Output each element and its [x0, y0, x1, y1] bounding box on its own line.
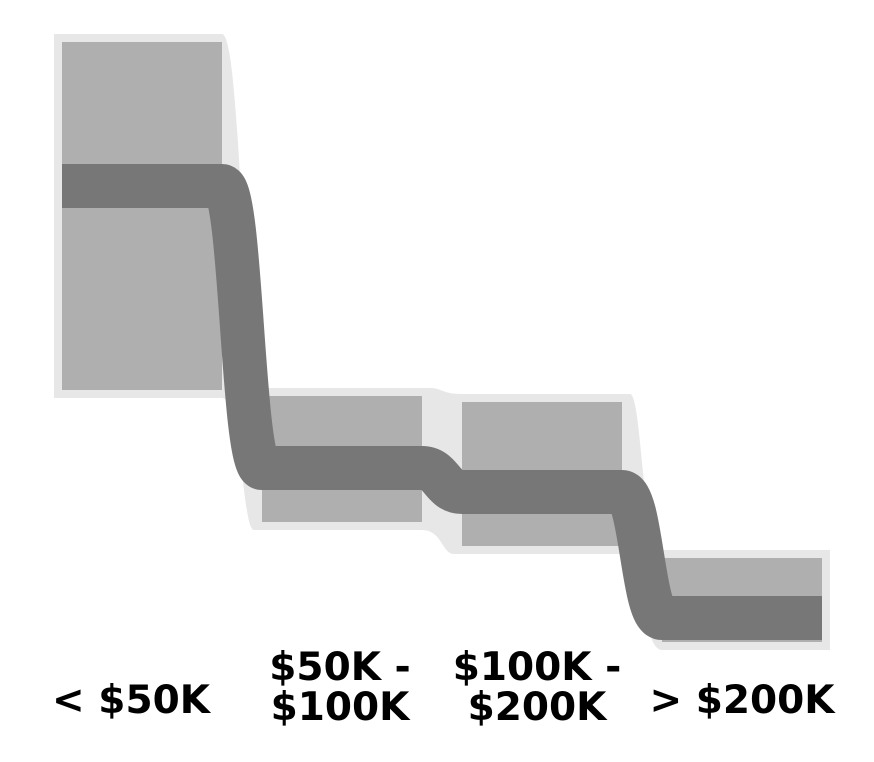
x-tick-label-0: < $50K: [52, 678, 212, 723]
band-0: [62, 42, 222, 390]
x-tick-label-line: > $200K: [649, 678, 836, 723]
x-tick-label-line: $100K: [271, 685, 412, 730]
x-tick-label-1: $50K -$100K: [269, 645, 411, 730]
x-tick-label-line: $50K -: [269, 645, 410, 690]
x-tick-label-2: $100K -$200K: [453, 645, 622, 730]
x-axis-labels: < $50K $50K -$100K $100K -$200K > $200K: [52, 645, 836, 730]
line-layer: [62, 164, 822, 640]
center-line: [62, 164, 822, 640]
x-tick-label-3: > $200K: [649, 678, 836, 723]
x-tick-label-line: $200K: [468, 685, 609, 730]
x-tick-label-line: < $50K: [52, 678, 212, 723]
x-tick-label-line: $100K -: [453, 645, 622, 690]
